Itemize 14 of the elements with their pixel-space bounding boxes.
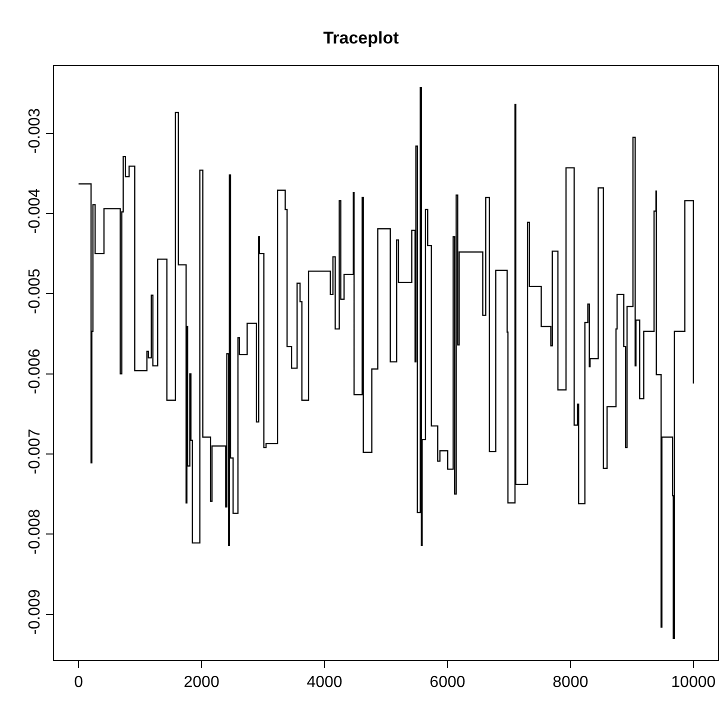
y-tick-label: -0.005 [26,268,44,314]
x-tick-label: 0 [74,674,84,692]
y-tick-label: -0.003 [26,108,44,154]
y-tick-label: -0.006 [26,348,44,394]
chart-title: Traceplot [323,28,400,48]
y-tick-label: -0.008 [26,508,44,554]
x-tick-label: 2000 [184,674,220,692]
y-tick-label: -0.004 [26,188,44,234]
x-tick-label: 6000 [430,674,466,692]
y-tick-label: -0.007 [26,428,44,474]
y-tick-label: -0.009 [26,589,44,635]
x-tick-label: 10000 [671,674,716,692]
x-tick-label: 4000 [306,674,342,692]
x-tick-label: 8000 [552,674,588,692]
